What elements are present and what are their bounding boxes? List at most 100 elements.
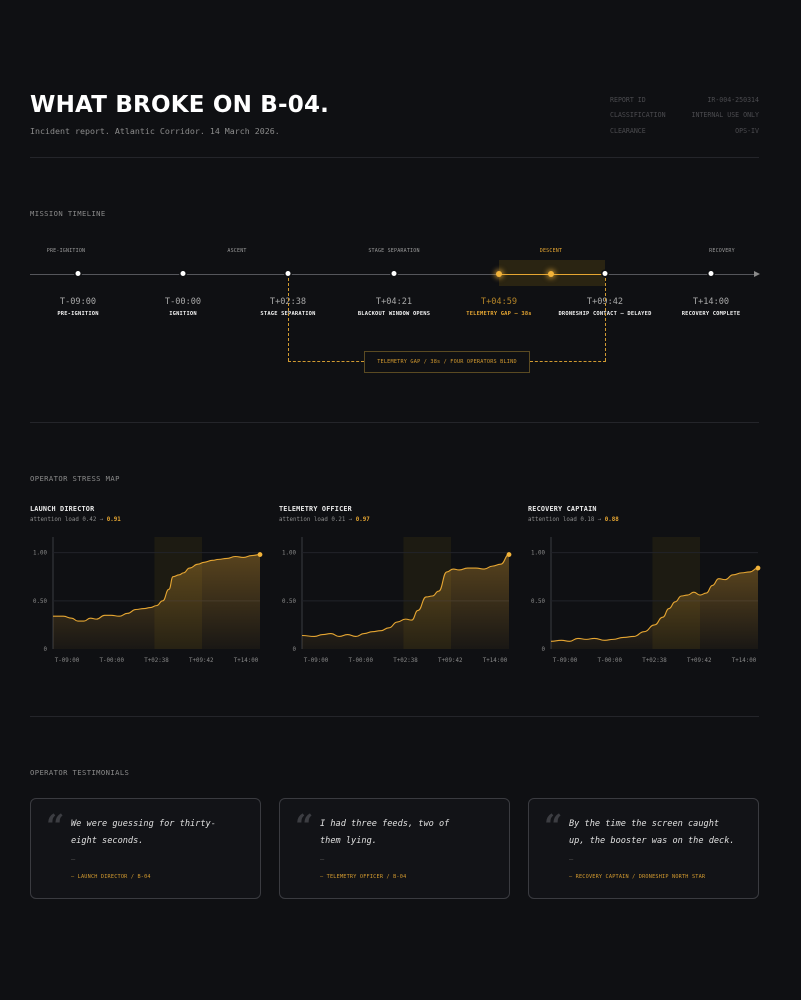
x-tick-label: T-09:00: [304, 658, 329, 664]
testimonial-card: “ By the time the screen caught up, the bo…: [528, 798, 759, 899]
attention-load-peak: 0.97: [355, 517, 370, 523]
attention-load-peak: 0.88: [604, 517, 619, 523]
stress-area: [551, 568, 758, 649]
x-tick-label: T+02:38: [393, 658, 418, 664]
timeline-marker: [602, 271, 608, 276]
testimonial-attribution: — TELEMETRY OFFICER / B-04: [320, 874, 407, 880]
meta-key: CLEARANCE: [610, 126, 646, 135]
stress-area: [302, 554, 509, 649]
report-meta: REPORT ID IR-004-250314 CLASSIFICATION I…: [610, 94, 759, 140]
meta-key: REPORT ID: [610, 96, 646, 104]
quote-mark-icon: “: [544, 807, 563, 845]
x-tick-label: T+14:00: [483, 658, 508, 664]
testimonial-attribution: — RECOVERY CAPTAIN / DRONESHIP NORTH STA…: [569, 874, 706, 880]
timeline-marker: [496, 270, 502, 277]
attention-load-peak: 0.91: [106, 517, 121, 523]
y-tick-label: 0: [542, 647, 546, 653]
x-tick-label: T+02:38: [642, 658, 667, 664]
phase-label-descent: DESCENT: [539, 248, 563, 254]
x-tick-label: T-09:00: [553, 658, 578, 664]
y-tick-label: 1.00: [282, 551, 296, 557]
event-time: T+04:21: [375, 297, 413, 307]
quote-line: them lying.: [320, 836, 377, 846]
meta-key: CLASSIFICATION: [610, 111, 666, 120]
y-tick-label: 0.50: [531, 599, 545, 605]
gap-connector-left: [288, 361, 364, 362]
stress-chart-2: 1.00 0.50 0 T-09:00 T-00:00 T+02:38 T+09:42 T+1…: [531, 537, 761, 664]
quote-line: eight seconds.: [71, 836, 144, 846]
y-tick-label: 1.00: [531, 551, 545, 557]
event-label: IGNITION: [169, 311, 197, 317]
x-tick-label: T+14:00: [234, 658, 259, 664]
attention-load: attention load 0.21 → 0.97: [279, 517, 370, 523]
quote-divider: —: [569, 855, 574, 863]
y-tick-label: 0.50: [282, 599, 296, 605]
section-divider: [30, 716, 759, 717]
event-time: T+14:00: [692, 297, 730, 307]
peak-point: [257, 552, 263, 557]
timeline-marker: [708, 271, 714, 276]
x-tick-label: T-00:00: [100, 658, 125, 664]
chart-title: TELEMETRY OFFICER: [279, 505, 352, 513]
quote-mark-icon: “: [46, 807, 65, 845]
gap-bracket-left: [288, 278, 289, 361]
meta-row-classification: CLASSIFICATION INTERNAL USE ONLY: [610, 109, 759, 124]
testimonial-card: “We were guessing for thirty-eight secon…: [30, 798, 261, 899]
testimonial-quote: I had three feeds, two of them lying.: [320, 816, 498, 850]
event-label: TELEMETRY GAP — 38s: [466, 311, 532, 317]
stress-chart-1: 1.00 0.50 0 T-09:00 T-00:00 T+02:38 T+09:42 T+1…: [282, 537, 512, 664]
attention-load: attention load 0.42 → 0.91: [30, 517, 121, 523]
phase-label-recovery: RECOVERY: [709, 248, 735, 254]
timeline-heading: MISSION TIMELINE: [30, 209, 106, 218]
gap-connector-right: [530, 361, 606, 362]
testimonial-quote: By the time the screen caught up, the boo…: [569, 816, 747, 850]
descent-peak-marker: [548, 270, 554, 277]
testimonial-quote: We were guessing for thirty-eight second…: [71, 816, 249, 850]
section-divider: [30, 422, 759, 423]
testimonials-heading: OPERATOR TESTIMONIALS: [30, 768, 130, 777]
attention-load-range: attention load 0.21 →: [279, 517, 356, 523]
timeline-marker: [180, 271, 186, 276]
timeline-arrow-icon: [754, 271, 760, 277]
stress-line: [52, 554, 261, 622]
chart-title: RECOVERY CAPTAIN: [528, 505, 597, 513]
phase-label-stage-separation: STAGE SEPARATION: [368, 248, 420, 254]
testimonial-card: “ I had three feeds, two of them lying. — — …: [279, 798, 510, 899]
stress-map-heading: OPERATOR STRESS MAP: [30, 474, 120, 483]
quote-divider: —: [320, 855, 325, 863]
gap-bracket-right: [605, 278, 606, 361]
y-tick-label: 0.50: [33, 599, 47, 605]
x-tick-label: T+14:00: [732, 658, 757, 664]
quote-line: up, the booster was on the deck.: [569, 836, 735, 846]
timeline-marker: [391, 271, 397, 276]
phase-label-ascent: ASCENT: [227, 248, 247, 254]
attention-load-range: attention load 0.42 →: [30, 517, 107, 523]
testimonial-attribution: — LAUNCH DIRECTOR / B-04: [71, 874, 151, 880]
meta-value: OPS-IV: [735, 126, 759, 135]
attention-load: attention load 0.18 → 0.88: [528, 517, 619, 523]
stress-chart-0: 1.00 0.50 0 T-09:00 T-00:00 T+02:38 T+09:42 T+1…: [33, 537, 263, 664]
peak-point: [506, 552, 512, 557]
x-tick-label: T-09:00: [55, 658, 80, 664]
quote-line: By the time the screen caught: [569, 819, 720, 829]
stress-line: [550, 567, 759, 642]
event-time: T+04:59: [480, 297, 518, 307]
meta-value: INTERNAL USE ONLY: [691, 111, 760, 120]
section-divider: [30, 157, 759, 158]
x-tick-label: T+09:42: [687, 658, 711, 664]
event-label: RECOVERY COMPLETE: [681, 311, 741, 317]
event-label: BLACKOUT WINDOW OPENS: [357, 311, 431, 317]
x-tick-label: T+09:42: [438, 658, 462, 664]
page-subtitle: Incident report. Atlantic Corridor. 14 M…: [30, 126, 280, 136]
page-title: WHAT BROKE ON B-04.: [30, 92, 330, 118]
meta-row-report-id: REPORT ID IR-004-250314: [610, 94, 759, 109]
x-tick-label: T-00:00: [349, 658, 374, 664]
x-tick-label: T+02:38: [144, 658, 169, 664]
telemetry-gap-callout: TELEMETRY GAP / 38s / FOUR OPERATORS BLI…: [364, 351, 530, 373]
attention-load-range: attention load 0.18 →: [528, 517, 605, 523]
event-time: T-00:00: [164, 297, 202, 307]
stress-area: [53, 554, 260, 649]
event-time: T-09:00: [59, 297, 97, 307]
timeline-marker: [285, 271, 291, 276]
meta-row-clearance: CLEARANCE OPS-IV: [610, 125, 759, 140]
